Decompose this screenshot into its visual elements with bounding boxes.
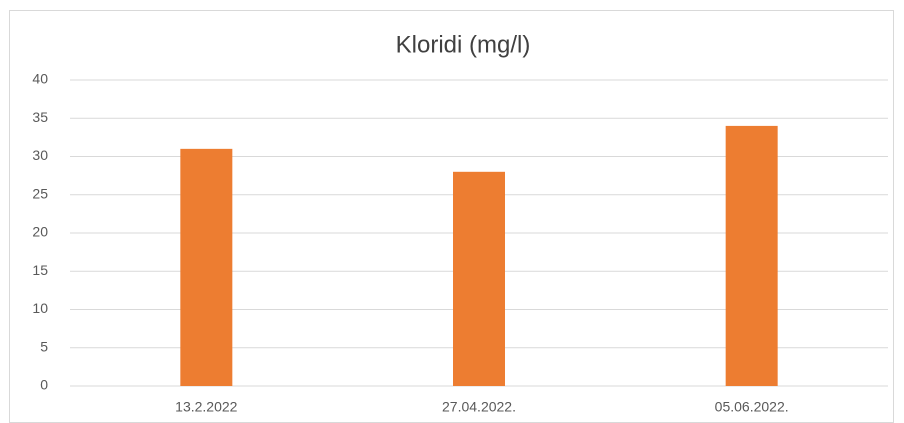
y-tick-label: 35 bbox=[32, 109, 48, 125]
y-tick-label: 20 bbox=[32, 224, 48, 240]
y-tick-label: 0 bbox=[40, 377, 48, 393]
bar bbox=[180, 148, 233, 386]
chart-title: Kloridi (mg/l) bbox=[396, 31, 531, 58]
y-tick-label: 5 bbox=[40, 338, 48, 354]
y-tick-label: 25 bbox=[32, 185, 48, 201]
x-tick-label: 05.06.2022. bbox=[715, 399, 789, 415]
y-tick-label: 10 bbox=[32, 300, 48, 316]
bar bbox=[725, 125, 778, 387]
y-tick-label: 15 bbox=[32, 262, 48, 278]
x-tick-label: 13.2.2022 bbox=[175, 399, 237, 415]
y-tick-label: 40 bbox=[32, 71, 48, 87]
x-tick-label: 27.04.2022. bbox=[442, 399, 516, 415]
y-tick-label: 30 bbox=[32, 147, 48, 163]
bar bbox=[453, 171, 505, 386]
